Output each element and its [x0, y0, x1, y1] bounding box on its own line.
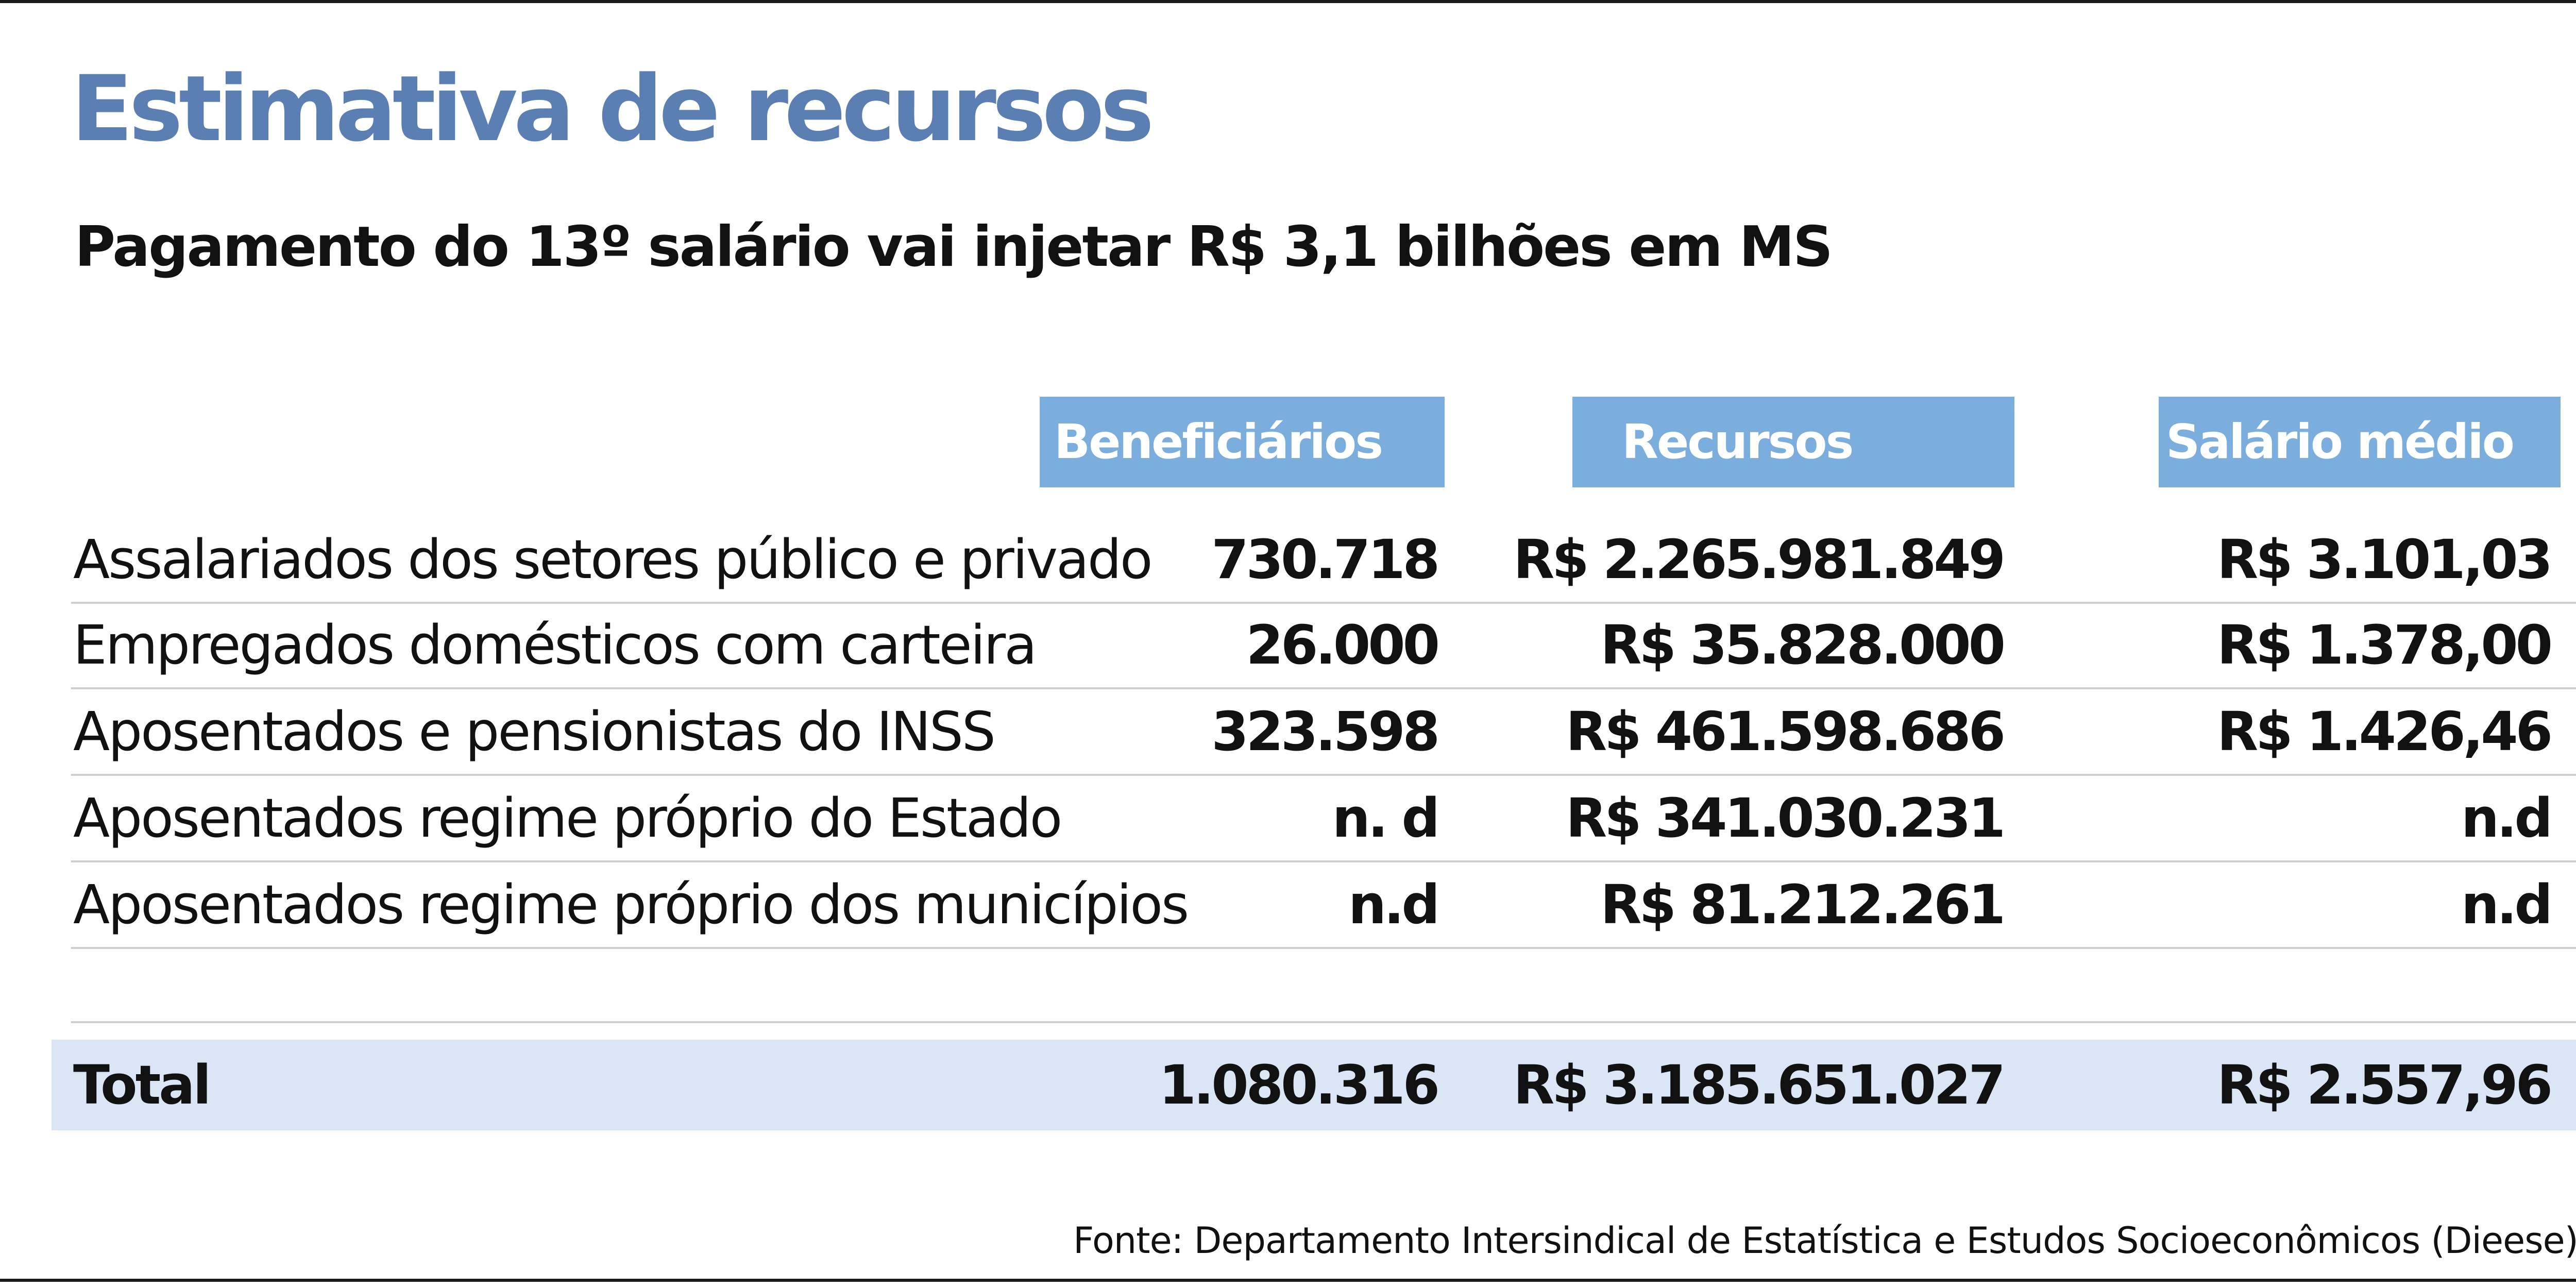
page-title: Estimativa de recursos	[71, 56, 1154, 162]
table-row: Empregados domésticos com carteira 26.00…	[0, 603, 2576, 689]
cell-recursos: R$ 461.598.686	[1566, 700, 2006, 763]
total-recursos: R$ 3.185.651.027	[1513, 1054, 2006, 1116]
row-divider	[71, 947, 2576, 949]
table-row: Aposentados regime próprio do Estado n. …	[0, 776, 2576, 862]
column-header-recursos: Recursos	[1572, 397, 2014, 487]
bottom-rule	[0, 1279, 2576, 1282]
total-beneficiarios: 1.080.316	[1159, 1054, 1440, 1116]
table-row: Aposentados regime próprio dos município…	[0, 862, 2576, 949]
row-divider	[71, 774, 2576, 776]
row-divider	[71, 687, 2576, 689]
column-header-beneficiarios: Beneficiários	[1040, 397, 1445, 487]
cell-recursos: R$ 341.030.231	[1566, 787, 2006, 850]
cell-salario-medio: n.d	[2461, 873, 2553, 936]
cell-salario-medio: R$ 1.426,46	[2217, 700, 2553, 763]
cell-beneficiarios: 26.000	[1246, 614, 1440, 676]
cell-beneficiarios: n. d	[1332, 787, 1440, 850]
total-divider	[71, 1021, 2576, 1023]
top-rule	[0, 0, 2576, 3]
row-label: Aposentados e pensionistas do INSS	[73, 700, 996, 763]
cell-recursos: R$ 2.265.981.849	[1513, 528, 2006, 591]
column-header-salario-medio: Salário médio	[2159, 397, 2561, 487]
source-note: Fonte: Departamento Intersindical de Est…	[1073, 1219, 2576, 1262]
total-salario-medio: R$ 2.557,96	[2217, 1054, 2553, 1116]
row-label: Assalariados dos setores público e priva…	[73, 528, 1153, 591]
cell-recursos: R$ 81.212.261	[1600, 873, 2006, 936]
table-row: Aposentados e pensionistas do INSS 323.5…	[0, 689, 2576, 776]
total-row: Total 1.080.316 R$ 3.185.651.027 R$ 2.55…	[52, 1040, 2576, 1130]
cell-beneficiarios: 323.598	[1211, 700, 1440, 763]
row-divider	[71, 860, 2576, 862]
cell-salario-medio: R$ 3.101,03	[2217, 528, 2553, 591]
table-row: Assalariados dos setores público e priva…	[0, 517, 2576, 604]
cell-beneficiarios: n.d	[1348, 873, 1440, 936]
row-divider	[71, 602, 2576, 604]
page-subtitle: Pagamento do 13º salário vai injetar R$ …	[75, 215, 1833, 279]
row-label: Aposentados regime próprio do Estado	[73, 787, 1062, 850]
row-label: Empregados domésticos com carteira	[73, 614, 1037, 676]
row-label: Aposentados regime próprio dos município…	[73, 873, 1189, 936]
cell-beneficiarios: 730.718	[1211, 528, 1440, 591]
cell-salario-medio: R$ 1.378,00	[2217, 614, 2553, 676]
cell-salario-medio: n.d	[2461, 787, 2553, 850]
cell-recursos: R$ 35.828.000	[1600, 614, 2006, 676]
total-label: Total	[73, 1054, 211, 1116]
